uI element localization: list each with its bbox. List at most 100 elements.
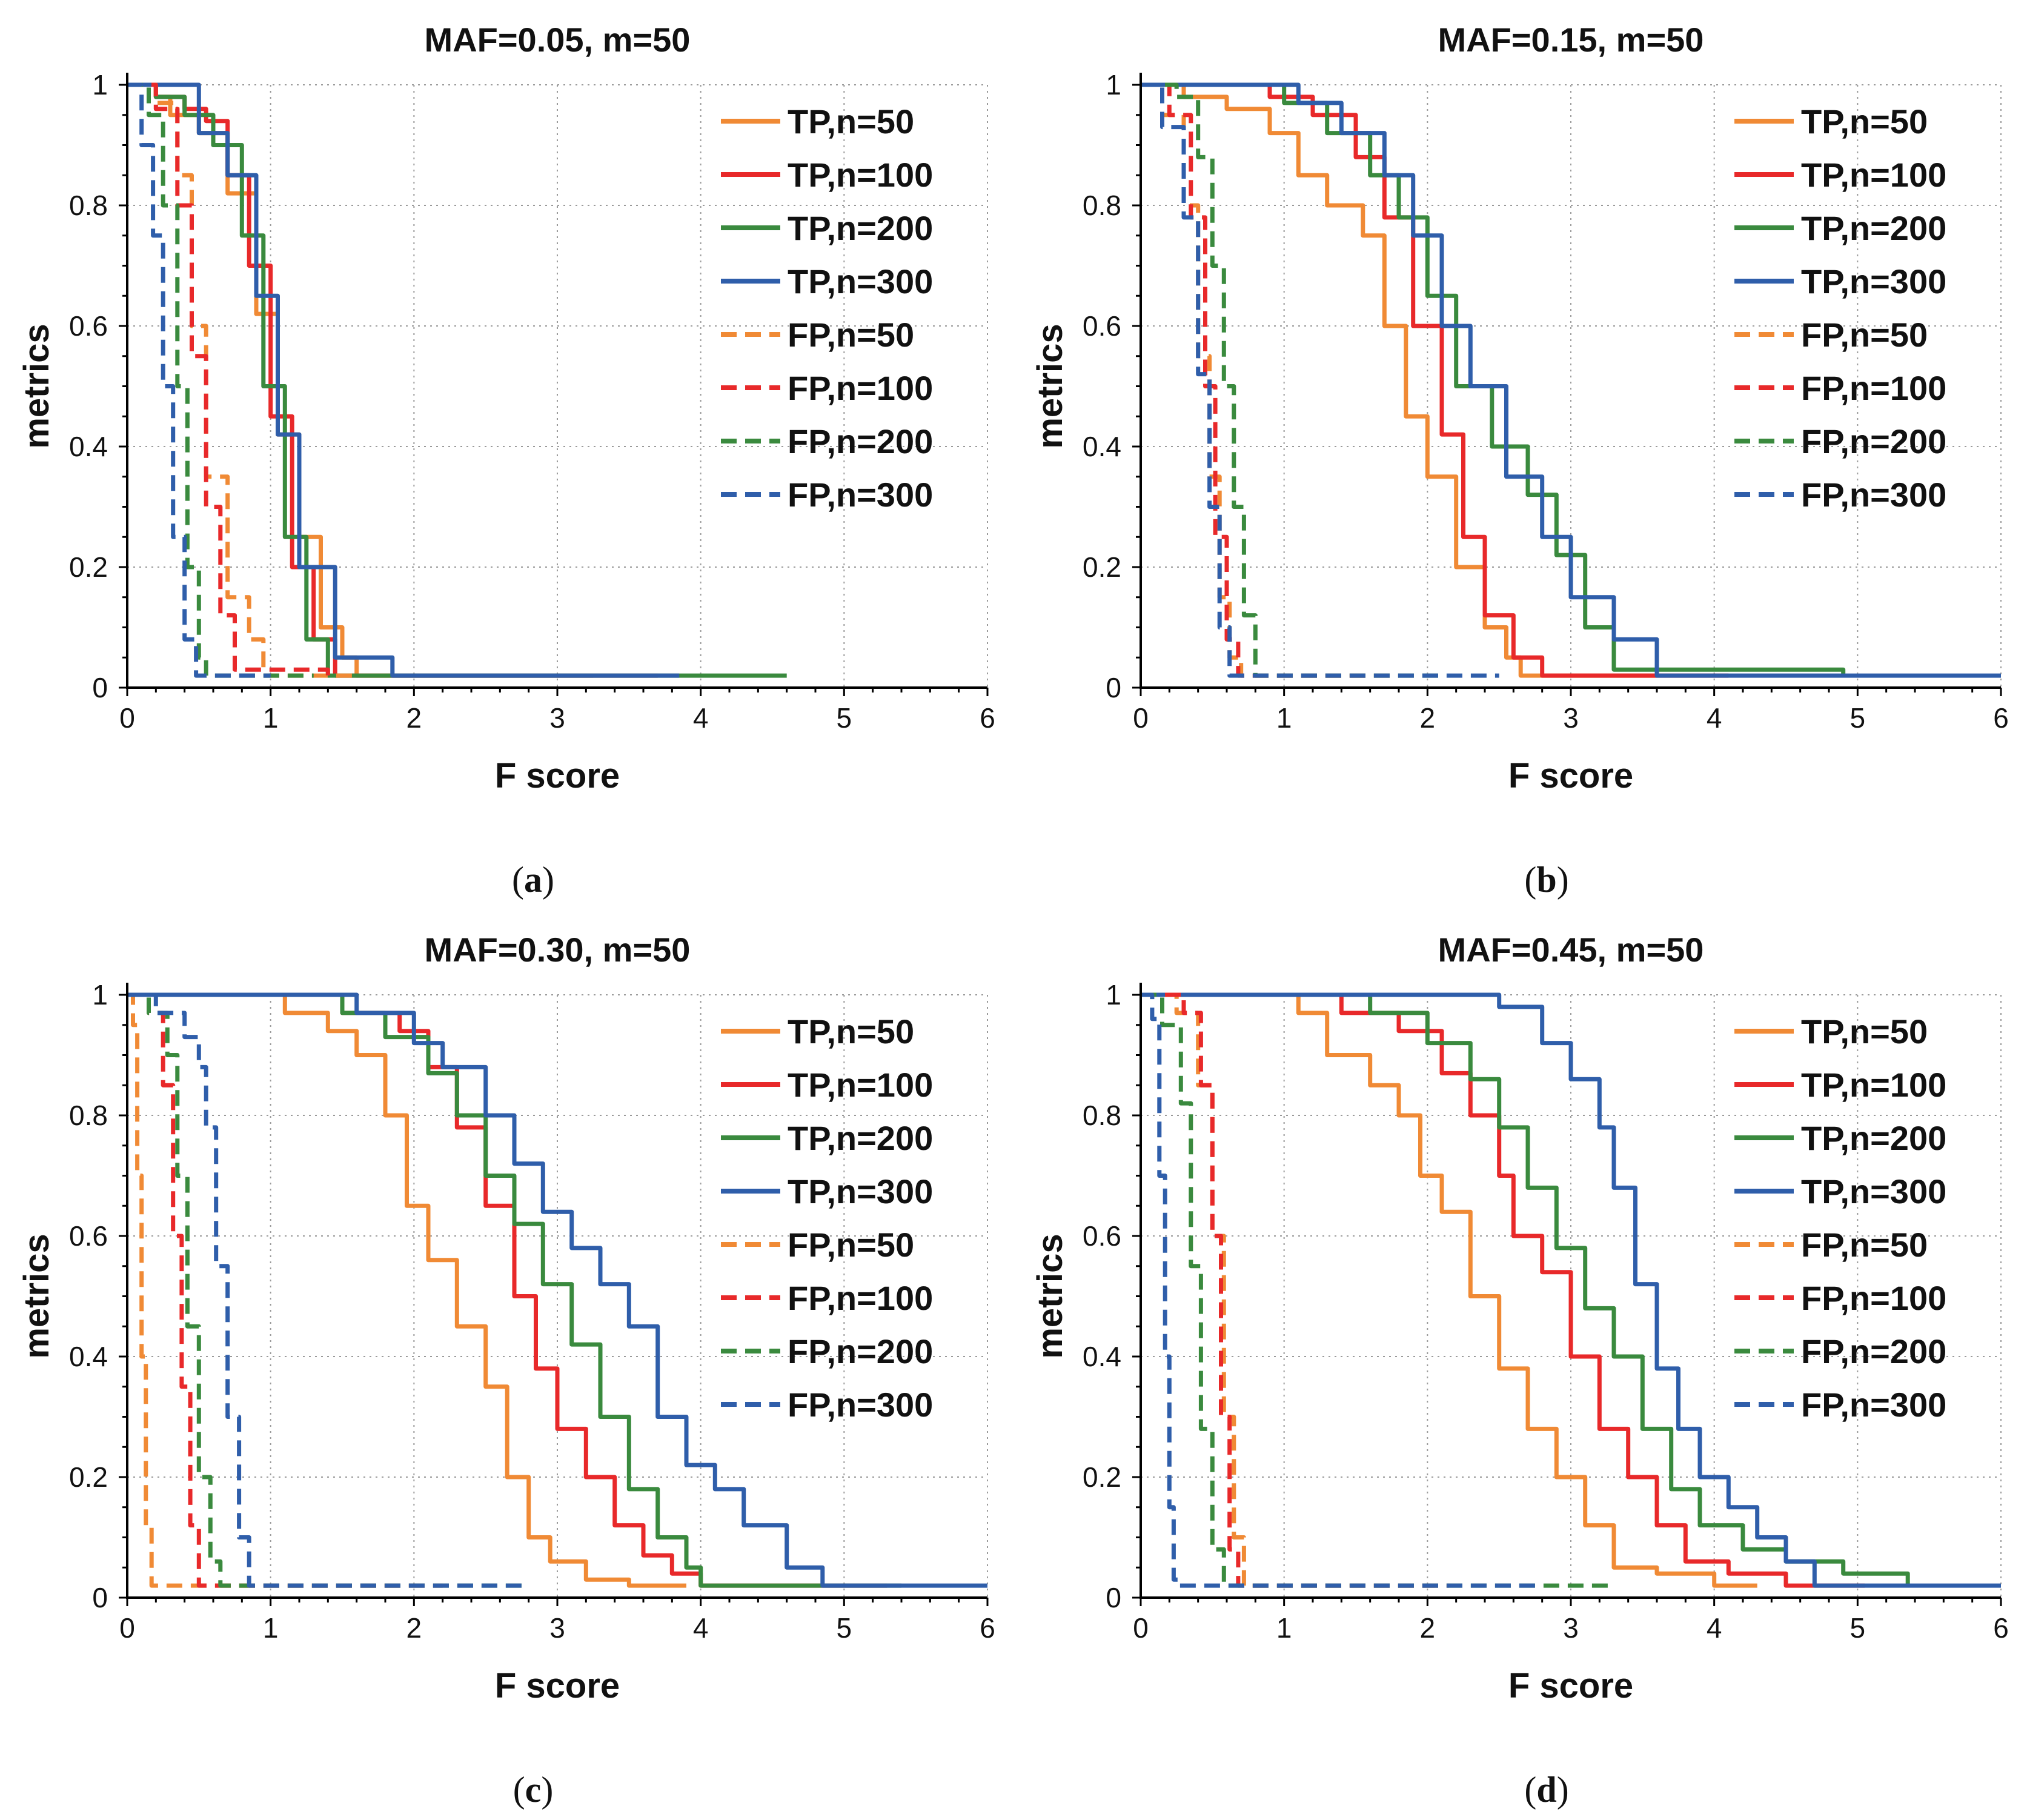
y-axis: 0 0.2 0.4 0.6 0.8 1 metrics — [17, 69, 127, 703]
series-group — [127, 82, 787, 678]
y-tick-label: 0.8 — [1083, 1100, 1121, 1131]
series-group — [1141, 992, 2001, 1588]
y-axis: 0 0.2 0.4 0.6 0.8 1 metrics — [1030, 69, 1141, 703]
x-axis: 0 1 2 3 4 5 6 F score — [119, 688, 995, 795]
series-line-tp-n-300 — [127, 82, 680, 678]
legend-label: TP,n=100 — [788, 156, 933, 194]
legend-label: TP,n=200 — [788, 209, 933, 247]
legend: TP,n=50 TP,n=100 TP,n=200 TP,n=300 FP,n=50 FP… — [1734, 102, 1946, 514]
panel-grid: MAF=0.05, m=50 0 1 2 3 4 5 6 F score 0 0.2 0.4 0.6 0.… — [17, 21, 2009, 1810]
legend-label: TP,n=100 — [1801, 156, 1946, 194]
legend-label: TP,n=300 — [788, 262, 933, 301]
x-axis-label: F score — [1508, 1666, 1633, 1705]
y-tick-label: 0.4 — [1083, 431, 1121, 462]
legend-label: TP,n=200 — [1801, 1119, 1946, 1157]
y-axis: 0 0.2 0.4 0.6 0.8 1 metrics — [17, 979, 127, 1613]
x-axis-label: F score — [495, 756, 620, 795]
x-axis-label: F score — [495, 1666, 620, 1705]
x-tick-label: 5 — [1850, 1612, 1866, 1644]
caption-close-paren: ) — [541, 1770, 553, 1810]
legend-label: FP,n=50 — [1801, 1226, 1928, 1264]
caption-letter: c — [525, 1770, 542, 1810]
series-group — [1141, 82, 2001, 678]
caption-close-paren: ) — [1557, 1770, 1569, 1810]
caption-open-paren: ( — [512, 860, 524, 900]
series-line-tp-n-50 — [1141, 82, 1657, 678]
y-tick-label: 0.4 — [1083, 1341, 1121, 1372]
legend-label: FP,n=200 — [1801, 422, 1946, 460]
x-tick-label: 1 — [1276, 702, 1292, 734]
y-axis-label: metrics — [1030, 324, 1070, 448]
legend-label: FP,n=100 — [1801, 1279, 1946, 1317]
y-tick-label: 0 — [92, 672, 108, 703]
x-tick-label: 3 — [1563, 1612, 1579, 1644]
legend-label: FP,n=100 — [1801, 369, 1946, 407]
legend-label: FP,n=200 — [788, 1332, 933, 1370]
x-tick-label: 2 — [1420, 702, 1436, 734]
caption-letter: d — [1536, 1770, 1556, 1810]
legend-label: FP,n=300 — [1801, 1386, 1946, 1424]
x-tick-label: 2 — [406, 1612, 422, 1644]
caption-open-paren: ( — [1524, 1770, 1536, 1810]
series-line-fp-n-50 — [127, 992, 400, 1588]
gridlines — [127, 84, 988, 688]
x-tick-label: 6 — [980, 702, 995, 734]
series-line-fp-n-100 — [127, 992, 443, 1588]
series-line-tp-n-200 — [1141, 82, 1846, 676]
series-line-tp-n-50 — [127, 82, 594, 678]
series-line-tp-n-50 — [1141, 992, 1757, 1588]
y-axis: 0 0.2 0.4 0.6 0.8 1 metrics — [1030, 979, 1141, 1613]
x-tick-label: 3 — [549, 702, 565, 734]
x-tick-label: 6 — [1993, 1612, 2009, 1644]
y-tick-label: 1 — [1106, 979, 1121, 1011]
legend-label: TP,n=200 — [1801, 209, 1946, 247]
legend-label: FP,n=50 — [788, 1226, 914, 1264]
y-tick-label: 0.8 — [1083, 190, 1121, 221]
series-line-tp-n-200 — [127, 82, 787, 678]
chart-title: MAF=0.15, m=50 — [1438, 21, 1704, 59]
y-tick-label: 0.6 — [1083, 1220, 1121, 1252]
legend: TP,n=50 TP,n=100 TP,n=200 TP,n=300 FP,n=50 FP… — [721, 102, 933, 514]
x-tick-label: 0 — [1133, 1612, 1149, 1644]
legend-label: TP,n=300 — [1801, 262, 1946, 301]
legend-label: TP,n=300 — [788, 1172, 933, 1211]
series-line-fp-n-300 — [1141, 82, 1499, 678]
legend-label: TP,n=50 — [1801, 1012, 1928, 1051]
y-tick-label: 0.8 — [69, 1100, 108, 1131]
series-line-tp-n-100 — [1141, 992, 1865, 1588]
legend-label: TP,n=50 — [788, 1012, 914, 1051]
legend-label: FP,n=100 — [788, 1279, 933, 1317]
x-tick-label: 0 — [119, 1612, 135, 1644]
chart-title: MAF=0.30, m=50 — [425, 931, 691, 969]
series-line-fp-n-200 — [1141, 992, 1614, 1588]
caption-letter: b — [1536, 860, 1556, 900]
y-axis-label: metrics — [17, 324, 56, 448]
x-tick-label: 1 — [263, 702, 279, 734]
x-tick-label: 0 — [119, 702, 135, 734]
series-line-tp-n-300 — [127, 992, 987, 1588]
legend-label: TP,n=100 — [1801, 1066, 1946, 1104]
legend-label: FP,n=300 — [788, 476, 933, 514]
legend: TP,n=50 TP,n=100 TP,n=200 TP,n=300 FP,n=50 FP… — [1734, 1012, 1946, 1424]
panel-b: MAF=0.15, m=50 0 1 2 3 4 5 6 F score 0 0.2 0.4 0.6 0.… — [1030, 21, 2009, 900]
series-line-tp-n-300 — [1141, 992, 2001, 1588]
y-tick-label: 1 — [1106, 69, 1121, 101]
legend-label: FP,n=200 — [1801, 1332, 1946, 1370]
series-line-fp-n-300 — [1141, 992, 1535, 1588]
caption-close-paren: ) — [1557, 860, 1569, 900]
y-tick-label: 0.6 — [1083, 310, 1121, 342]
x-axis: 0 1 2 3 4 5 6 F score — [1133, 1598, 2009, 1705]
series-line-tp-n-200 — [127, 992, 901, 1588]
series-line-tp-n-300 — [1141, 82, 2001, 678]
x-tick-label: 4 — [1707, 702, 1722, 734]
panel-a: MAF=0.05, m=50 0 1 2 3 4 5 6 F score 0 0.2 0.4 0.6 0.… — [17, 21, 995, 900]
y-tick-label: 0.8 — [69, 190, 108, 221]
y-tick-label: 1 — [92, 69, 108, 101]
series-line-fp-n-100 — [1141, 992, 1449, 1588]
legend-label: TP,n=50 — [1801, 102, 1928, 141]
series-group — [127, 992, 987, 1588]
caption-open-paren: ( — [1524, 860, 1536, 900]
x-tick-label: 4 — [693, 702, 709, 734]
series-line-fp-n-300 — [127, 992, 522, 1588]
